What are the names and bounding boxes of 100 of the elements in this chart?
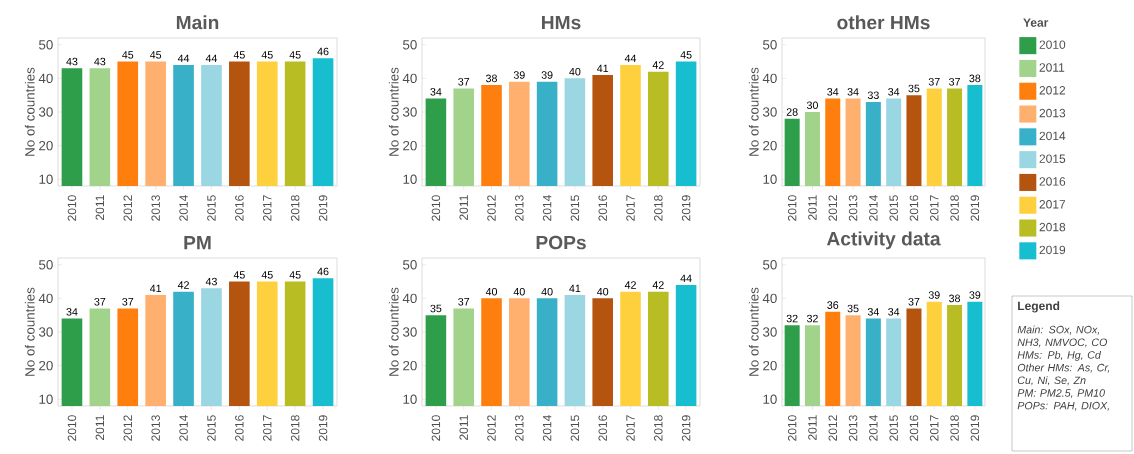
chart-title: other HMs [837,15,930,30]
x-tick-label: 2013 [848,195,858,221]
x-tick-label: 2010 [67,415,77,441]
x-tick-label: 2015 [889,195,898,221]
x-tick-label: 2013 [848,415,858,441]
data-label: 39 [928,291,940,299]
data-label: 35 [430,304,442,313]
x-tick-label: 2012 [828,415,838,441]
data-label: 32 [806,314,818,323]
text: HMs: Pb, Hg, Cd [1017,350,1102,361]
chart-title: POPs [536,235,586,250]
y-tick-label: 50 [403,260,417,270]
legend-label: 2012 [1039,86,1066,95]
data-label: 44 [205,54,218,62]
x-tick-label: 2014 [179,195,188,221]
data-label: 39 [969,291,981,299]
data-label: 41 [149,284,162,293]
text: Legend [1018,301,1060,313]
y-axis-title: No of countries [24,67,35,156]
chart-title: Activity data [826,231,941,250]
data-label: 34 [888,308,900,316]
x-tick-label: 2019 [318,415,328,441]
data-label: 40 [513,287,525,296]
data-label: 45 [261,51,273,59]
data-label: 43 [66,57,78,66]
text: PM: PM2.5, PM10 [1017,389,1105,398]
data-label: 43 [205,277,217,286]
y-tick-label: 40 [38,293,53,304]
legend-label: 2011 [1039,63,1065,72]
y-tick-label: 10 [763,394,777,404]
x-tick-label: 2014 [869,415,878,441]
chart-title: HMs [542,15,581,30]
y-tick-label: 10 [403,174,417,184]
x-tick-label: 2016 [598,195,607,221]
data-label: 33 [867,91,879,99]
y-axis-title: No of countries [388,67,399,156]
y-tick-label: 10 [403,394,417,404]
data-label: 37 [928,77,940,86]
data-label: 42 [652,61,664,69]
x-tick-label: 2018 [290,415,300,441]
x-tick-label: 2015 [207,195,216,221]
legend-label: 2019 [1039,245,1066,255]
legend-label: 2018 [1039,222,1066,232]
x-tick-label: 2016 [598,415,607,441]
data-label: 35 [908,84,920,93]
x-tick-label: 2010 [787,195,797,221]
data-label: 41 [569,284,581,293]
x-tick-label: 2019 [970,415,980,441]
data-label: 37 [949,77,960,86]
legend-title: Year [1023,18,1049,27]
y-tick-label: 20 [403,360,417,371]
y-tick-label: 40 [38,73,53,84]
x-tick-label: 2017 [262,415,272,441]
data-label: 34 [430,88,442,96]
x-tick-label: 2016 [909,415,919,441]
legend-label: 2016 [1039,177,1066,186]
data-label: 38 [949,294,961,303]
x-tick-label: 2012 [828,195,838,221]
data-label: 45 [122,51,134,59]
y-tick-label: 50 [763,260,777,270]
x-tick-label: 2012 [487,195,496,221]
text: Main: SOx, NOx, NH3, NMVOC, CO [1017,325,1108,348]
y-tick-label: 40 [762,73,777,84]
x-tick-label: 2016 [909,195,919,221]
x-tick-label: 2014 [542,415,552,441]
data-label: 45 [233,271,245,279]
data-label: 34 [66,308,78,316]
data-label: 44 [177,54,190,62]
x-tick-label: 2019 [318,195,328,221]
y-axis-title: No of countries [388,287,399,376]
x-tick-label: 2017 [262,195,272,221]
x-tick-label: 2011 [459,195,468,220]
x-tick-label: 2017 [626,415,635,441]
legend-label: 2014 [1039,131,1066,141]
x-tick-label: 2012 [123,195,133,221]
y-tick-label: 30 [402,327,417,337]
x-tick-label: 2012 [123,415,133,441]
x-tick-label: 2010 [431,195,441,221]
y-tick-label: 20 [763,360,777,371]
data-label: 39 [541,71,553,79]
legend-label: 2010 [1039,40,1066,49]
data-label: 32 [786,314,798,323]
x-tick-label: 2017 [626,195,635,221]
data-label: 42 [652,281,664,289]
data-label: 45 [261,271,273,279]
y-tick-label: 10 [763,174,777,184]
data-label: 40 [485,287,498,296]
y-tick-label: 20 [39,140,53,151]
y-tick-label: 40 [762,293,777,304]
data-label: 37 [94,297,106,306]
data-label: 34 [867,308,879,316]
x-tick-label: 2018 [654,415,663,441]
x-tick-label: 2014 [179,415,188,441]
y-axis-title: No of countries [748,67,759,156]
data-label: 44 [624,54,637,62]
x-tick-label: 2018 [950,415,959,441]
data-label: 28 [786,108,798,116]
x-tick-label: 2016 [235,195,244,221]
data-label: 40 [569,67,581,76]
y-tick-label: 30 [402,107,417,117]
